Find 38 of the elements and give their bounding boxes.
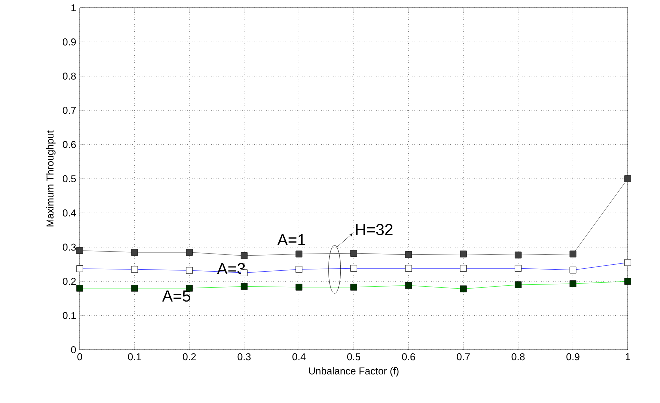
point bbox=[76, 247, 84, 254]
x-tick-label: 0.2 bbox=[183, 354, 196, 361]
y-tick-label: 0.8 bbox=[63, 72, 76, 80]
x-tick-label: 0.5 bbox=[347, 354, 361, 361]
x-tick-label: 0.6 bbox=[402, 354, 416, 361]
x-tick-label: 0 bbox=[78, 354, 82, 361]
point bbox=[350, 250, 358, 257]
point bbox=[241, 252, 248, 260]
point bbox=[405, 252, 412, 258]
annotation: H=32 bbox=[356, 224, 393, 236]
y-tick-label: 0.1 bbox=[63, 312, 76, 320]
y-tick-label: 0.2 bbox=[63, 278, 76, 286]
point bbox=[460, 250, 467, 258]
point bbox=[186, 249, 193, 256]
point bbox=[570, 250, 577, 258]
x-tick-label: 0.7 bbox=[457, 354, 470, 361]
series-label: A=5 bbox=[162, 290, 191, 302]
legend-label: A=1 bbox=[278, 234, 306, 246]
point bbox=[296, 250, 303, 258]
x-tick-label: 0.8 bbox=[512, 354, 525, 361]
y-tick-label: 1 bbox=[72, 4, 76, 12]
x-axis-title: Unbalance Factor (f) bbox=[309, 367, 399, 377]
x-tick-label: 1 bbox=[626, 354, 630, 360]
point bbox=[131, 249, 138, 256]
y-tick-label: 0.4 bbox=[63, 210, 76, 217]
y-tick-label: 0 bbox=[71, 346, 76, 354]
x-tick-label: 0.4 bbox=[292, 354, 306, 361]
point bbox=[624, 176, 632, 182]
x-tick-label: 0.1 bbox=[128, 354, 142, 361]
y-tick-label: 0.9 bbox=[63, 38, 76, 46]
y-tick-label: 0.6 bbox=[63, 141, 76, 148]
y-tick-label: 0.5 bbox=[63, 175, 76, 183]
x-tick-label: 0.9 bbox=[566, 354, 580, 361]
x-tick-label: 0.3 bbox=[238, 354, 251, 361]
y-tick-label: 0.3 bbox=[63, 244, 76, 251]
point bbox=[515, 252, 522, 259]
y-tick-label: 0.7 bbox=[63, 107, 76, 114]
y-axis-title: Maximum Throughput bbox=[46, 130, 56, 227]
